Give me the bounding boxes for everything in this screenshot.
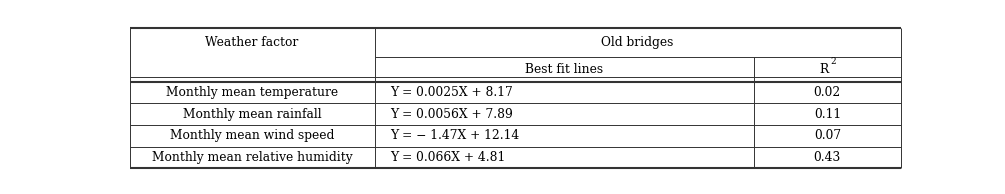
- Text: Monthly mean rainfall: Monthly mean rainfall: [183, 107, 322, 120]
- Text: Y = 0.0056X + 7.89: Y = 0.0056X + 7.89: [390, 107, 514, 120]
- Text: 0.43: 0.43: [814, 151, 841, 164]
- Text: 0.11: 0.11: [814, 107, 841, 120]
- Text: Monthly mean temperature: Monthly mean temperature: [166, 86, 339, 99]
- Text: Monthly mean relative humidity: Monthly mean relative humidity: [152, 151, 353, 164]
- Text: Weather factor: Weather factor: [205, 36, 298, 49]
- Text: Y = 0.0025X + 8.17: Y = 0.0025X + 8.17: [390, 86, 513, 99]
- Text: Y = 0.066X + 4.81: Y = 0.066X + 4.81: [390, 151, 506, 164]
- Text: Monthly mean wind speed: Monthly mean wind speed: [170, 129, 335, 142]
- Text: R: R: [819, 63, 828, 76]
- Text: Old bridges: Old bridges: [601, 36, 674, 49]
- Text: 0.07: 0.07: [814, 129, 841, 142]
- Text: 2: 2: [831, 57, 836, 66]
- Text: 0.02: 0.02: [814, 86, 841, 99]
- Text: Y = − 1.47X + 12.14: Y = − 1.47X + 12.14: [390, 129, 520, 142]
- Text: Best fit lines: Best fit lines: [526, 63, 603, 76]
